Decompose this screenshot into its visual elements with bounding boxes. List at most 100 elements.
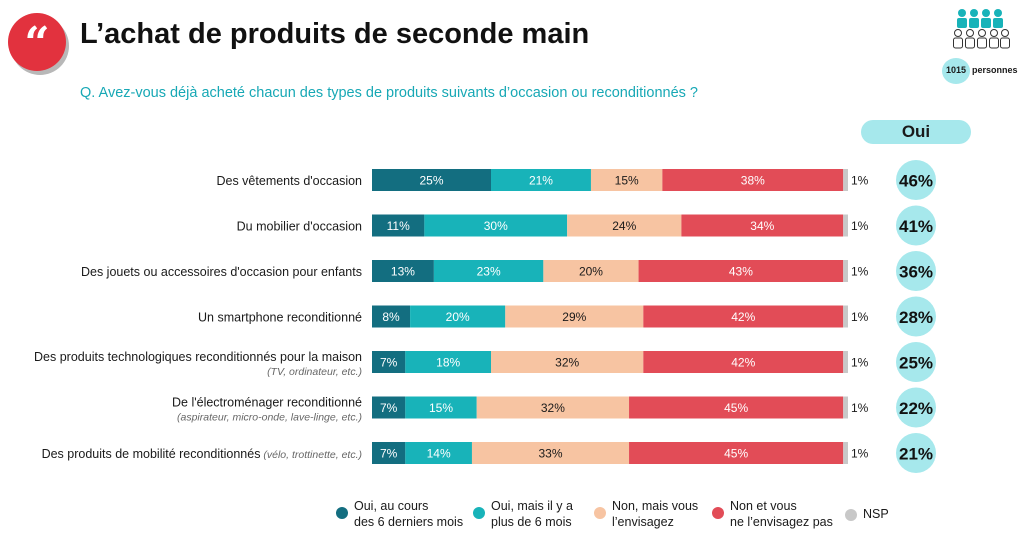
category-label: De l'électroménager reconditionné: [172, 396, 362, 410]
data-label: 11%: [387, 219, 410, 233]
legend-label: Oui, mais il y a plus de 6 mois: [491, 499, 573, 529]
oui-total-label: 25%: [899, 354, 933, 373]
bar-segment-recent: [372, 396, 406, 419]
legend-swatch: [712, 507, 724, 519]
sample-count-bubble: [942, 58, 970, 84]
data-label: 38%: [741, 174, 765, 188]
legend-swatch: [845, 509, 857, 521]
bar-segment-older: [405, 396, 477, 419]
data-label-nsp: 1%: [851, 356, 869, 370]
bar-segment-older: [405, 351, 491, 373]
bar-segment-older: [491, 169, 591, 191]
data-label: 15%: [429, 401, 453, 415]
bar-segment-no: [643, 305, 844, 328]
data-label: 32%: [555, 356, 579, 370]
bar-segment-no: [681, 214, 844, 237]
bar-segment-nsp: [843, 396, 848, 419]
bar-segment-recent: [372, 305, 411, 328]
category-sublabel: (TV, ordinateur, etc.): [267, 366, 362, 378]
category-label: Des jouets ou accessoires d'occasion pou…: [81, 265, 362, 279]
bar-segment-no: [643, 351, 844, 373]
data-label-nsp: 1%: [851, 401, 869, 415]
data-label: 18%: [436, 356, 460, 370]
bar-segment-nsp: [843, 442, 848, 464]
data-label-nsp: 1%: [851, 447, 869, 461]
data-label: 43%: [729, 265, 753, 279]
data-label: 45%: [724, 447, 748, 461]
data-label: 7%: [380, 401, 398, 415]
legend-label: Oui, au cours des 6 derniers mois: [354, 499, 464, 529]
bar-segment-no: [629, 442, 844, 464]
data-label: 7%: [380, 356, 398, 370]
oui-total-label: 46%: [899, 172, 933, 191]
data-label: 30%: [484, 219, 508, 233]
people-group-icon: [953, 9, 1010, 49]
bar-segment-envisage: [491, 351, 644, 373]
bar-segment-recent: [372, 351, 406, 373]
category-label: Des produits technologiques reconditionn…: [34, 350, 362, 364]
legend-swatch: [594, 507, 606, 519]
data-label: 21%: [529, 174, 553, 188]
sample-label: personnes: [972, 65, 1018, 75]
bar-segment-recent: [372, 214, 425, 237]
data-label: 14%: [427, 447, 451, 461]
data-label-nsp: 1%: [851, 310, 869, 324]
bar-segment-envisage: [476, 396, 630, 419]
bar-segment-older: [405, 442, 472, 464]
data-label: 32%: [541, 401, 565, 415]
bar-segment-nsp: [843, 305, 848, 328]
bar-segment-recent: [372, 442, 406, 464]
sample-size-badge: 1015 personnes: [940, 8, 1018, 84]
bar-segment-envisage: [505, 305, 644, 328]
legend-label: Non, mais vous l’envisagez: [612, 499, 699, 529]
oui-bubble: [896, 296, 936, 337]
category-label: Des produits de mobilité reconditionnés …: [42, 447, 362, 461]
oui-bubble: [896, 160, 936, 200]
data-label-nsp: 1%: [851, 265, 869, 279]
data-label: 8%: [382, 310, 400, 324]
bar-segment-envisage: [543, 260, 639, 282]
data-label: 34%: [750, 219, 774, 233]
category-label: Des vêtements d'occasion: [216, 174, 362, 188]
data-label: 42%: [731, 310, 755, 324]
category-label: Du mobilier d'occasion: [237, 220, 362, 234]
data-label: 42%: [731, 356, 755, 370]
bar-segment-no: [662, 169, 844, 191]
data-label: 20%: [579, 265, 603, 279]
bar-segment-no: [638, 260, 844, 282]
legend-label: Non et vous ne l’envisagez pas: [730, 499, 833, 529]
data-label: 29%: [562, 310, 586, 324]
bar-segment-nsp: [843, 260, 848, 282]
oui-total-label: 36%: [899, 263, 933, 282]
oui-total-label: 28%: [899, 308, 933, 327]
category-sublabel: (aspirateur, micro-onde, lave-linge, etc…: [177, 412, 362, 424]
data-label: 13%: [391, 265, 415, 279]
bar-segment-no: [629, 396, 844, 419]
bar-segment-older: [433, 260, 544, 282]
oui-bubble: [896, 251, 936, 291]
bar-segment-nsp: [843, 214, 848, 237]
oui-bubble: [896, 342, 936, 382]
bar-segment-recent: [372, 169, 491, 191]
legend-swatch: [473, 507, 485, 519]
oui-bubble: [896, 433, 936, 473]
bar-segment-older: [424, 214, 568, 237]
category-label: Un smartphone reconditionné: [198, 311, 362, 325]
oui-total-label: 21%: [899, 445, 933, 464]
bar-segment-older: [410, 305, 506, 328]
data-label-nsp: 1%: [851, 174, 869, 188]
quote-icon: “: [8, 13, 66, 71]
oui-column-header: Oui: [861, 120, 971, 144]
bar-segment-envisage: [471, 442, 630, 464]
oui-bubble: [896, 387, 936, 428]
survey-question: Q. Avez-vous déjà acheté chacun des type…: [80, 85, 698, 101]
data-label: 20%: [446, 310, 470, 324]
bar-segment-envisage: [590, 169, 663, 191]
bar-segment-nsp: [843, 169, 848, 191]
data-label: 45%: [724, 401, 748, 415]
data-label: 15%: [615, 174, 639, 188]
data-label-nsp: 1%: [851, 219, 869, 233]
bar-segment-nsp: [843, 351, 848, 373]
oui-bubble: [896, 205, 936, 246]
